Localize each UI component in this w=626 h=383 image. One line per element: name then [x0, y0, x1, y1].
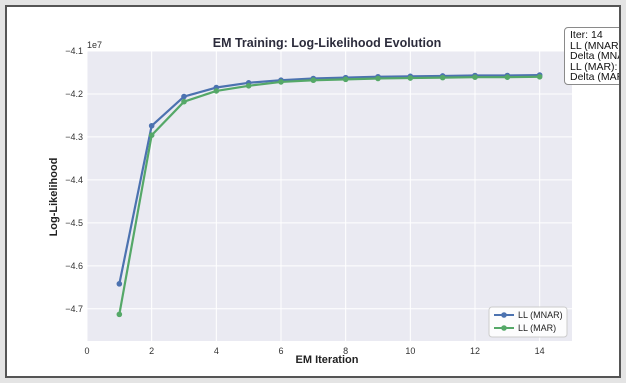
y-axis-label: Log-Likelihood	[48, 158, 60, 237]
info-ll-mar-line: LL (MAR): -4	[570, 61, 619, 73]
info-delta-mar-line: Delta (MAR):	[570, 72, 619, 83]
data-point-mar	[213, 88, 220, 94]
y-tick-labels: −4.1 −4.2 −4.3 −4.4 −4.5 −4.6 −4.7	[65, 46, 83, 314]
y-tick-label: −4.1	[65, 46, 83, 56]
info-iter-line: Iter: 14	[570, 30, 603, 41]
data-point-mar	[472, 74, 478, 81]
chart-title: EM Training: Log-Likelihood Evolution	[213, 36, 441, 50]
data-point-mar	[310, 77, 317, 84]
data-point-mnar	[148, 122, 155, 129]
data-point-mar	[245, 83, 252, 89]
y-tick-label: −4.7	[65, 304, 83, 314]
legend-marker-mnar	[501, 312, 507, 318]
x-tick-label: 10	[405, 346, 415, 356]
x-tick-labels: 0 2 4 6 8 10 12 14	[84, 346, 544, 356]
x-axis-label: EM Iteration	[296, 354, 359, 366]
data-point-mar	[439, 74, 446, 81]
legend-label-mar: LL (MAR)	[518, 323, 556, 333]
data-point-mar	[181, 98, 187, 105]
figure-frame: 0 2 4 6 8 10 12 14 −4.1 −4.2 −4.3 −4.4 −4.5 −4.6 −4.7…	[5, 5, 621, 378]
x-tick-label: 0	[84, 346, 89, 356]
y-tick-label: −4.5	[65, 218, 83, 228]
series-line-mnar	[118, 73, 540, 285]
iteration-info-box: Iter: 14 LL (MNAR): - Delta (MNAR LL (MA…	[564, 27, 621, 85]
data-point-mar	[504, 74, 511, 81]
y-offset-label: 1e7	[87, 40, 102, 50]
data-point-mar	[342, 76, 349, 83]
series-line-mar	[118, 75, 540, 315]
legend-label-mnar: LL (MNAR)	[518, 310, 563, 320]
x-tick-label: 6	[278, 346, 283, 356]
grid-lines	[86, 50, 572, 341]
data-point-mar	[148, 132, 155, 139]
data-point-mar	[116, 311, 123, 318]
y-tick-label: −4.4	[65, 175, 83, 185]
x-tick-label: 14	[535, 346, 545, 356]
y-tick-label: −4.6	[65, 261, 83, 271]
plot-background	[87, 51, 572, 341]
x-tick-label: 8	[343, 346, 348, 356]
data-point-mar	[278, 79, 284, 85]
legend-marker-mar	[501, 325, 507, 331]
x-tick-label: 2	[149, 346, 154, 356]
data-point-mnar	[116, 281, 123, 287]
log-likelihood-chart: 0 2 4 6 8 10 12 14 −4.1 −4.2 −4.3 −4.4 −4.5 −4.6 −4.7…	[48, 36, 572, 366]
y-tick-label: −4.3	[65, 132, 83, 142]
y-tick-label: −4.2	[65, 89, 83, 99]
data-point-mar	[375, 75, 381, 82]
info-delta-mnar-line: Delta (MNAR	[570, 51, 619, 62]
x-tick-label: 12	[470, 346, 480, 356]
data-point-mar	[536, 73, 543, 80]
info-ll-mnar-line: LL (MNAR): -	[570, 40, 621, 52]
legend: LL (MNAR) LL (MAR)	[488, 306, 568, 338]
x-tick-label: 4	[214, 346, 219, 356]
data-point-mar	[407, 75, 414, 81]
data-point-mnar	[181, 93, 187, 100]
series-layer	[116, 72, 543, 318]
